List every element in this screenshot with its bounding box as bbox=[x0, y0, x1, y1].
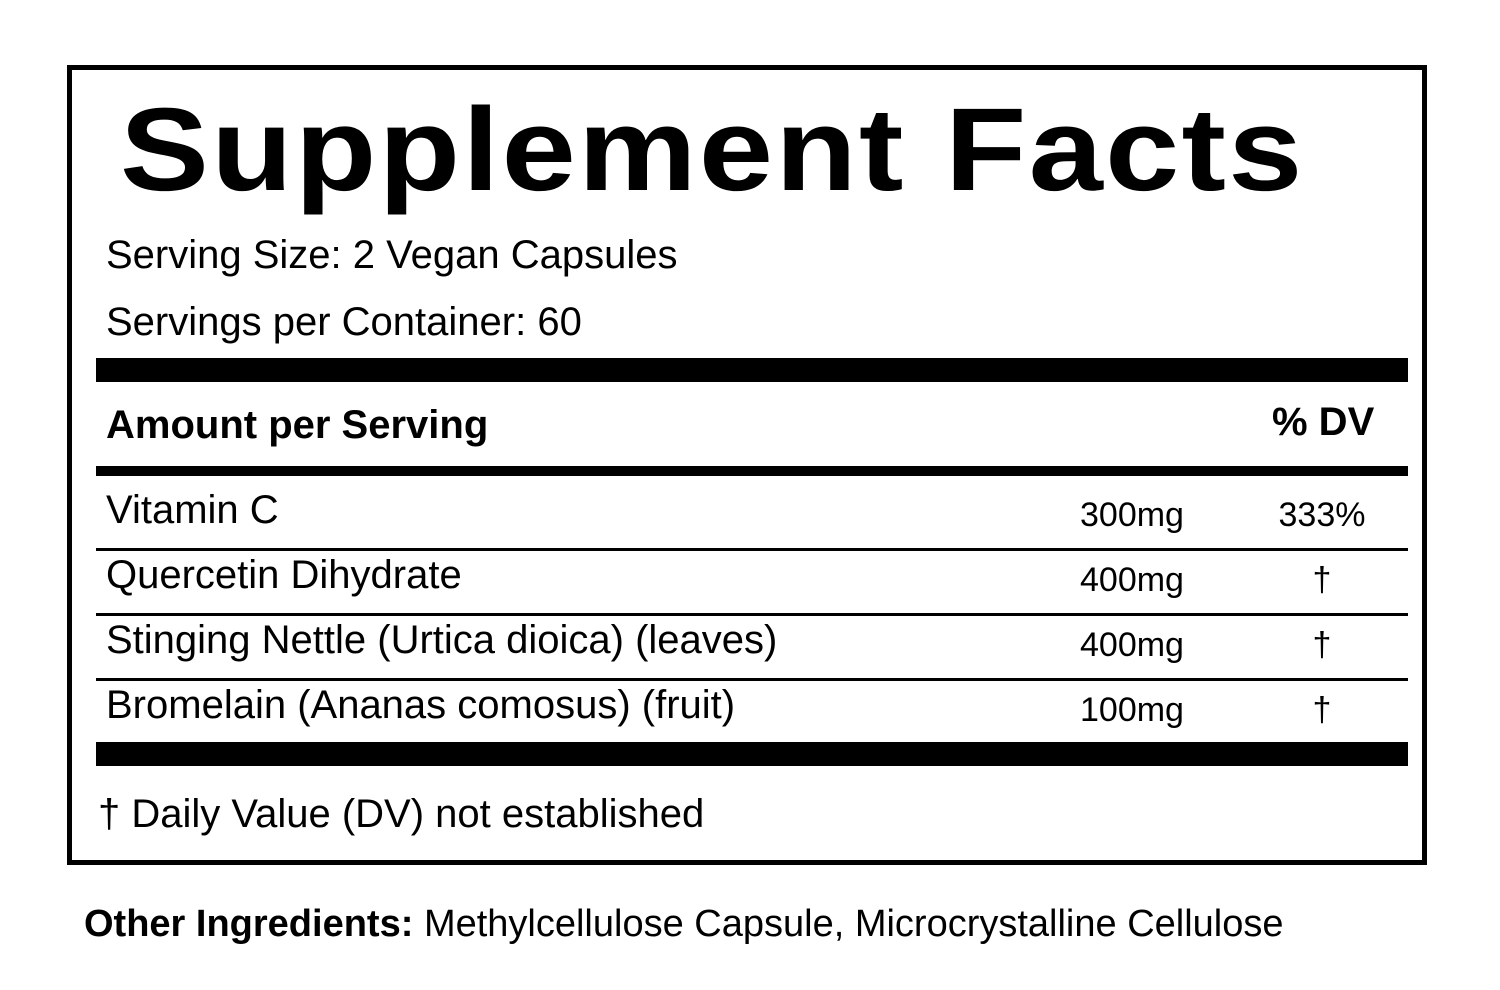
ingredient-amount: 300mg bbox=[1080, 496, 1184, 534]
other-ingredients: Other Ingredients: Methylcellulose Capsu… bbox=[84, 903, 1284, 946]
title: Supplement Facts bbox=[120, 84, 1305, 216]
medium-rule bbox=[96, 466, 1408, 476]
row-rule bbox=[96, 678, 1408, 681]
servings-per-container: Servings per Container: 60 bbox=[106, 300, 582, 344]
thick-rule bbox=[96, 742, 1408, 766]
ingredient-amount: 400mg bbox=[1080, 561, 1184, 599]
ingredient-dv: † bbox=[1312, 626, 1332, 664]
footnote: † Daily Value (DV) not established bbox=[98, 792, 705, 836]
other-label: Other Ingredients: bbox=[84, 903, 414, 945]
row-rule bbox=[96, 613, 1408, 616]
ingredient-name: Vitamin C bbox=[106, 488, 279, 532]
ingredient-amount: 100mg bbox=[1080, 691, 1184, 729]
ingredient-name: Stinging Nettle (Urtica dioica) (leaves) bbox=[106, 618, 778, 662]
serving-size: Serving Size: 2 Vegan Capsules bbox=[106, 233, 678, 277]
facts-panel: Supplement Facts Serving Size: 2 Vegan C… bbox=[67, 65, 1427, 865]
header-dv: % DV bbox=[1272, 400, 1375, 444]
ingredient-name: Bromelain (Ananas comosus) (fruit) bbox=[106, 683, 736, 727]
ingredient-dv: 333% bbox=[1278, 496, 1366, 534]
header-amount: Amount per Serving bbox=[106, 403, 489, 447]
ingredient-dv: † bbox=[1312, 691, 1332, 729]
ingredient-amount: 400mg bbox=[1080, 626, 1184, 664]
ingredient-name: Quercetin Dihydrate bbox=[106, 553, 462, 597]
other-text: Methylcellulose Capsule, Microcrystallin… bbox=[423, 903, 1284, 945]
thick-rule bbox=[96, 358, 1408, 382]
row-rule bbox=[96, 548, 1408, 551]
ingredient-dv: † bbox=[1312, 561, 1332, 599]
